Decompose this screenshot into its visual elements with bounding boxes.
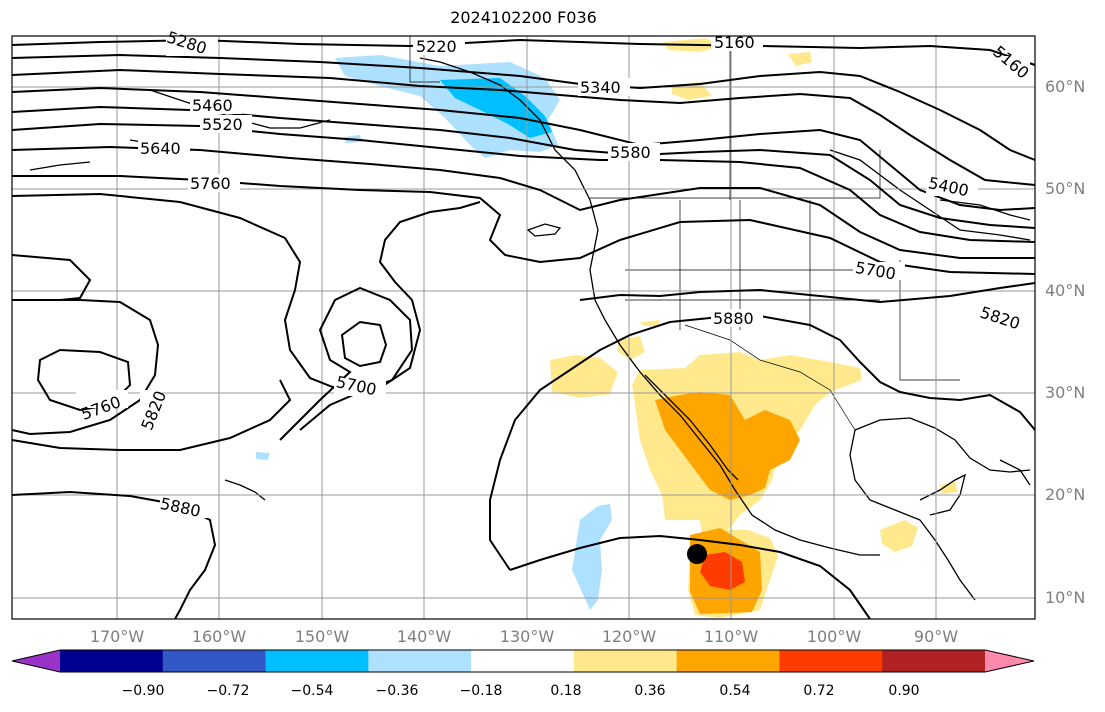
lat-label-10n: 10°N: [1045, 588, 1086, 607]
colorbar-cell: [573, 650, 678, 672]
colorbar-extend-max: [985, 650, 1034, 672]
storm-center-marker: [687, 544, 707, 564]
colorbar-tick-label: 0.18: [550, 683, 582, 699]
colorbar-tick-label: −0.54: [290, 683, 334, 699]
lon-label-150w: 150°W: [294, 627, 350, 646]
contour-label-5580: 5580: [610, 143, 651, 162]
political-borders: [409, 36, 960, 431]
lon-label-100w: 100°W: [806, 627, 862, 646]
colorbar-tick-label: 0.54: [719, 683, 751, 699]
colorbar-cell: [676, 650, 780, 672]
colorbar-extend-min: [12, 650, 60, 672]
lat-label-60n: 60°N: [1045, 77, 1086, 96]
map-title: 2024102200 F036: [450, 8, 597, 27]
colorbar-cell: [471, 650, 575, 672]
lon-label-120w: 120°W: [601, 627, 657, 646]
contour-label-5520: 5520: [202, 115, 243, 134]
colorbar-tick-label: −0.36: [375, 683, 419, 699]
lon-label-110w: 110°W: [703, 627, 759, 646]
colorbar: [11, 649, 1035, 673]
lat-label-20n: 20°N: [1045, 485, 1086, 504]
contour-label-5760-north: 5760: [190, 174, 231, 193]
colorbar-cell: [882, 650, 986, 672]
lon-label-130w: 130°W: [499, 627, 555, 646]
lat-label-40n: 40°N: [1045, 281, 1086, 300]
colorbar-tick-label: −0.90: [121, 683, 165, 699]
lon-label-160w: 160°W: [191, 627, 247, 646]
contour-label-5640: 5640: [140, 139, 181, 158]
colorbar-cell: [60, 650, 164, 672]
negative-anomaly-shading: [256, 55, 612, 610]
colorbar-cell: [265, 650, 369, 672]
contour-label-5160: 5160: [714, 33, 755, 52]
contour-label-5880-north: 5880: [713, 309, 754, 328]
lat-label-50n: 50°N: [1045, 179, 1086, 198]
colorbar-cell: [368, 650, 472, 672]
positive-anomaly-shading: [550, 38, 958, 618]
contour-label-5340: 5340: [580, 78, 621, 97]
lon-label-140w: 140°W: [396, 627, 452, 646]
colorbar-tick-label: −0.72: [206, 683, 250, 699]
colorbar-cells: [60, 650, 986, 672]
contour-label-5220: 5220: [416, 37, 457, 56]
lon-label-170w: 170°W: [89, 627, 145, 646]
contour-label-5460: 5460: [192, 96, 233, 115]
colorbar-tick-label: −0.18: [459, 683, 503, 699]
colorbar-outline: [11, 649, 1035, 673]
lat-label-30n: 30°N: [1045, 383, 1086, 402]
colorbar-cell: [779, 650, 883, 672]
map-frame: [11, 35, 1036, 620]
colorbar-cell: [162, 650, 267, 672]
colorbar-tick-label: 0.36: [634, 683, 666, 699]
lon-label-90w: 90°W: [913, 627, 959, 646]
colorbar-tick-label: 0.72: [803, 683, 835, 699]
colorbar-tick-label: 0.90: [888, 683, 920, 699]
